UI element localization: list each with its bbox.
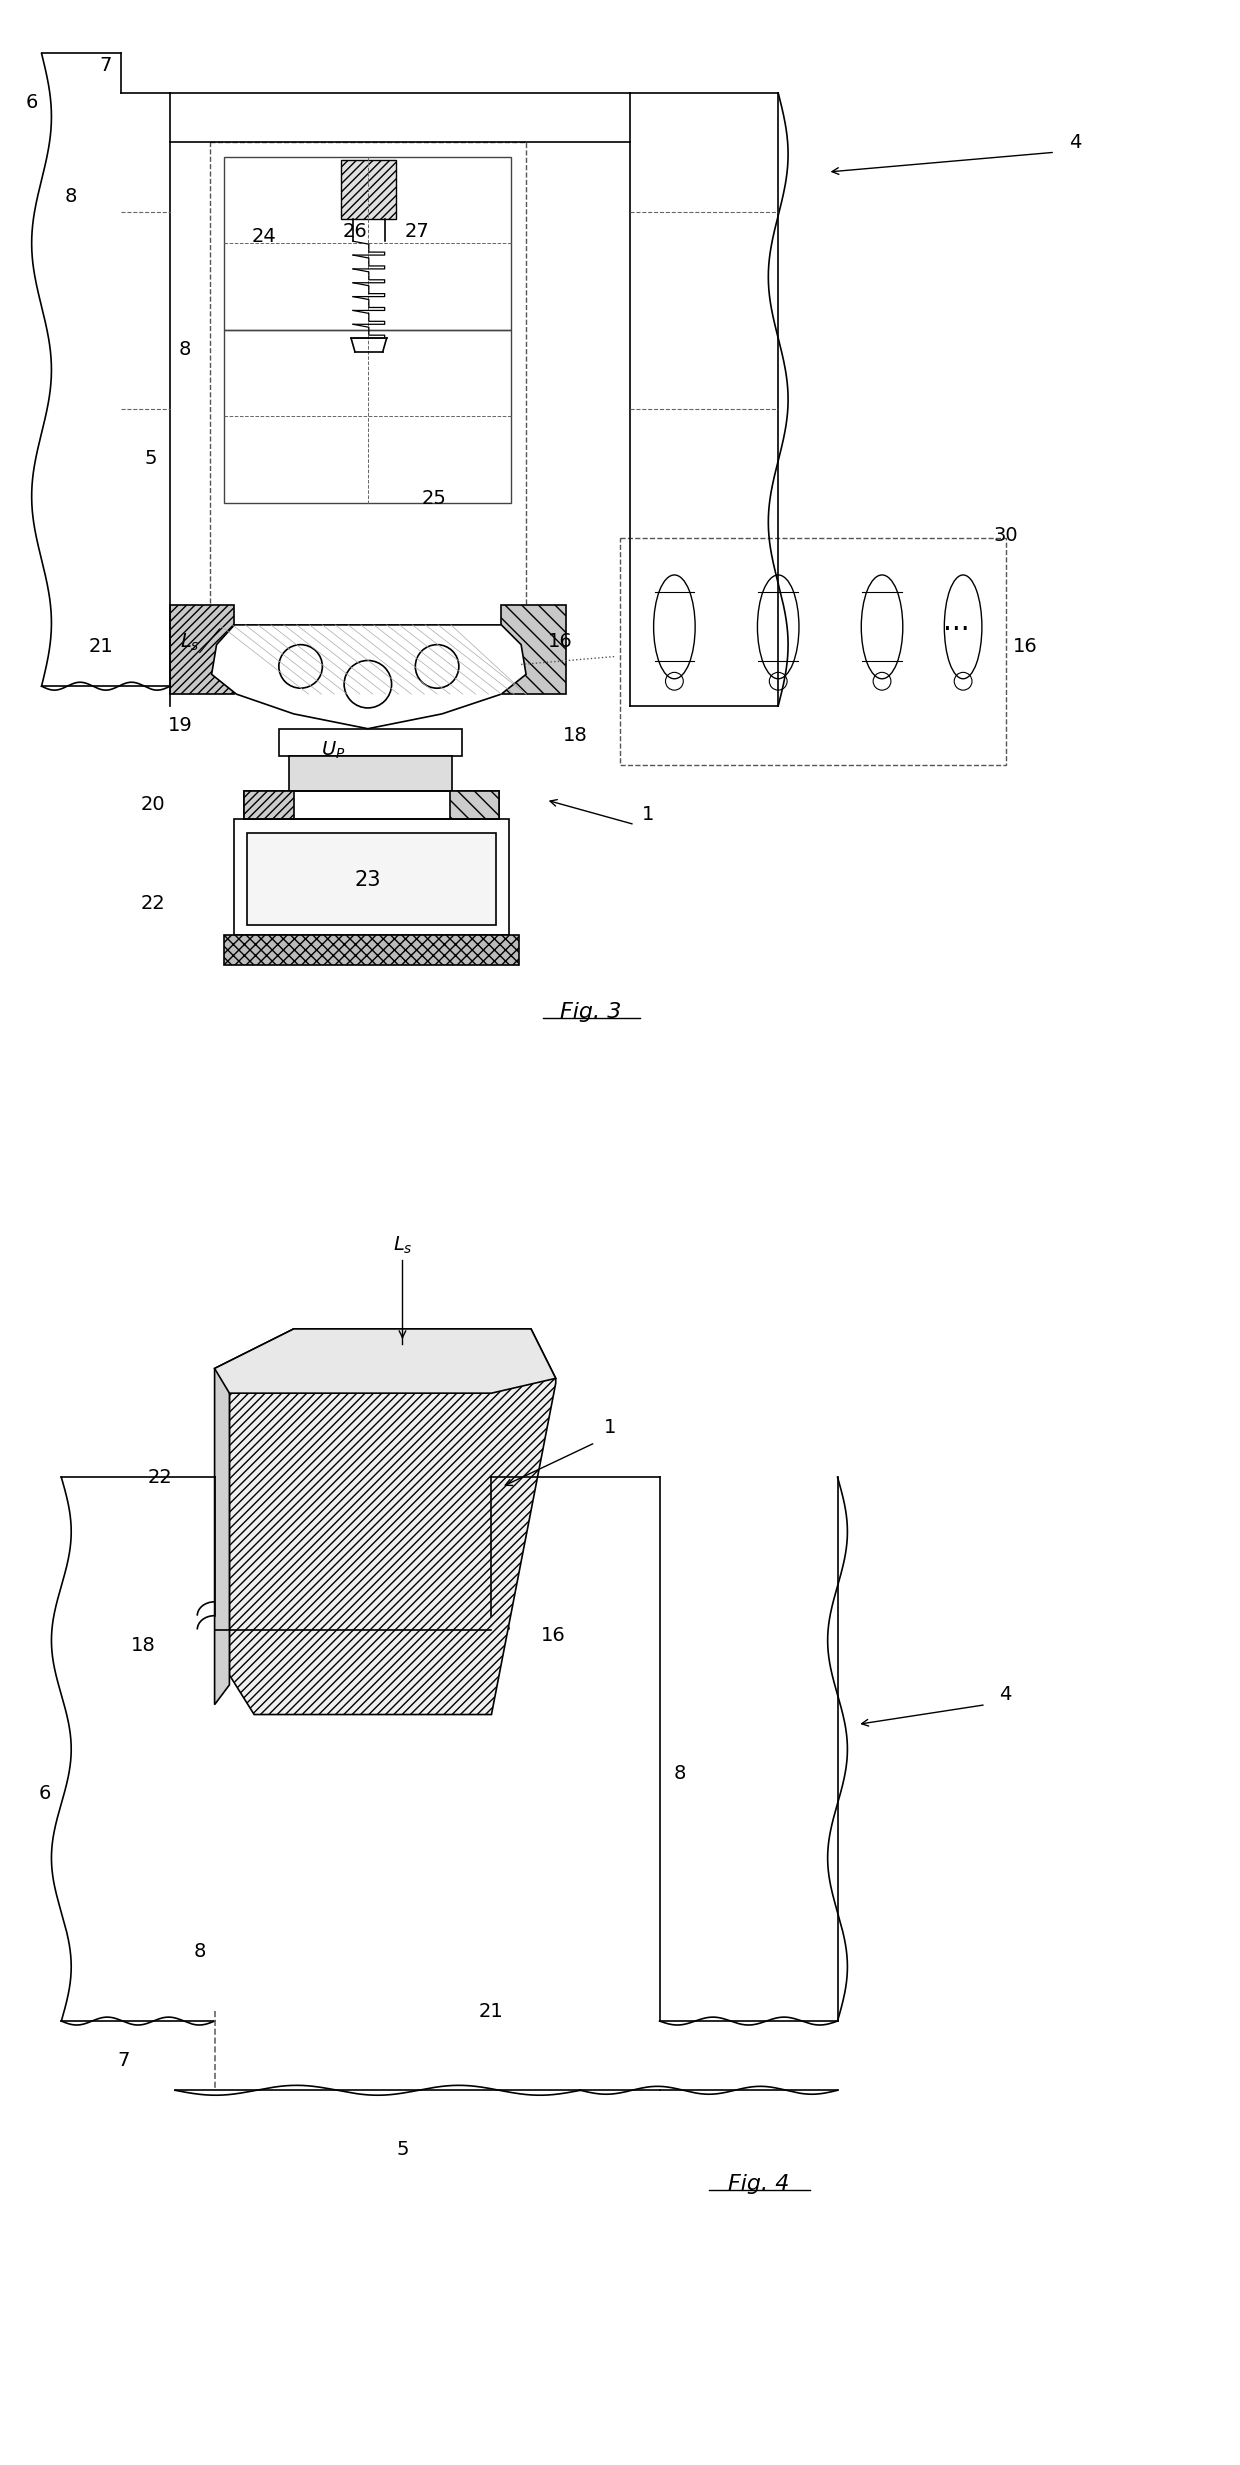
Text: 16: 16 bbox=[1013, 636, 1038, 656]
Bar bbox=[244, 791, 294, 818]
Polygon shape bbox=[229, 1329, 556, 1716]
Text: 19: 19 bbox=[167, 717, 192, 735]
Text: 8: 8 bbox=[673, 1765, 686, 1782]
Text: 7: 7 bbox=[99, 57, 112, 74]
Polygon shape bbox=[215, 1329, 294, 1706]
Text: 21: 21 bbox=[479, 2002, 503, 2021]
Bar bbox=[170, 604, 234, 695]
Text: 24: 24 bbox=[252, 227, 277, 247]
Text: $L_s$: $L_s$ bbox=[180, 631, 200, 653]
Text: 8: 8 bbox=[64, 187, 77, 207]
Bar bbox=[224, 934, 520, 964]
Bar bbox=[247, 833, 496, 924]
Text: 8: 8 bbox=[193, 1942, 206, 1962]
Bar bbox=[224, 330, 511, 503]
Text: 1: 1 bbox=[641, 806, 653, 823]
Text: 26: 26 bbox=[342, 222, 367, 242]
Text: 6: 6 bbox=[38, 1785, 51, 1802]
Bar bbox=[244, 791, 500, 818]
Text: 1: 1 bbox=[604, 1417, 616, 1437]
Text: 7: 7 bbox=[118, 2051, 130, 2071]
Text: 22: 22 bbox=[148, 1467, 172, 1486]
Text: Fig. 4: Fig. 4 bbox=[728, 2174, 789, 2194]
Bar bbox=[620, 537, 1006, 764]
Text: 21: 21 bbox=[88, 636, 113, 656]
Text: 20: 20 bbox=[141, 796, 166, 813]
Text: ...: ... bbox=[942, 609, 970, 636]
Text: 16: 16 bbox=[541, 1627, 565, 1644]
Text: $L_s$: $L_s$ bbox=[393, 1235, 413, 1255]
Text: 4: 4 bbox=[1069, 133, 1081, 153]
Bar bbox=[289, 757, 451, 791]
Bar bbox=[234, 818, 510, 934]
Text: $U_P$: $U_P$ bbox=[321, 740, 346, 762]
Bar bbox=[501, 604, 565, 695]
Text: 30: 30 bbox=[993, 528, 1018, 545]
Bar bbox=[450, 791, 500, 818]
Bar bbox=[210, 143, 526, 626]
Text: 5: 5 bbox=[397, 2140, 409, 2159]
Text: 22: 22 bbox=[141, 895, 166, 912]
Text: 5: 5 bbox=[144, 449, 156, 468]
Text: 25: 25 bbox=[422, 488, 446, 508]
Text: 23: 23 bbox=[355, 870, 381, 890]
Text: 8: 8 bbox=[179, 340, 191, 360]
Text: 4: 4 bbox=[999, 1686, 1012, 1703]
Polygon shape bbox=[212, 626, 526, 730]
Polygon shape bbox=[215, 1329, 556, 1393]
Text: 6: 6 bbox=[26, 94, 38, 113]
Text: 18: 18 bbox=[131, 1637, 156, 1654]
Bar bbox=[279, 730, 461, 757]
Text: 16: 16 bbox=[548, 631, 573, 651]
Bar bbox=[224, 158, 511, 330]
Text: 27: 27 bbox=[405, 222, 430, 242]
Bar bbox=[341, 160, 396, 219]
Text: 18: 18 bbox=[563, 727, 588, 744]
Text: Fig. 3: Fig. 3 bbox=[559, 1003, 621, 1023]
